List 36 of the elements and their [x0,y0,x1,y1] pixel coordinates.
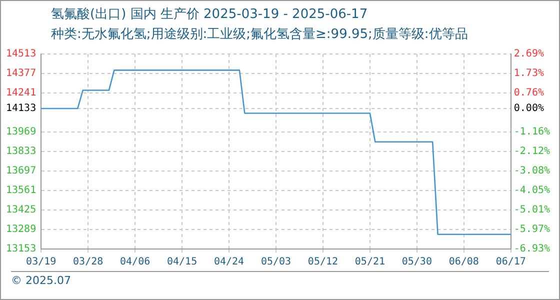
y2-tick-label: -5.97% [514,224,550,236]
y-tick-label: 13833 [6,146,36,158]
x-tick-label: 05/03 [260,256,292,268]
y2-tick-label: 2.69% [514,48,544,60]
y2-tick-label: -1.16% [514,126,550,138]
y2-tick-label: 1.73% [514,68,544,80]
y-tick-label: 14241 [6,88,36,99]
y2-tick-label: 0.76% [514,88,544,99]
x-tick-label: 04/06 [120,256,150,268]
y-tick-label: 13289 [6,224,36,236]
chart-subtitle: 种类:无水氟化氢;用途级别:工业级;氟化氢含量≥:99.95;质量等级:优等品 [50,26,469,43]
x-tick-label: 03/19 [26,256,56,268]
x-tick-label: 06/17 [496,256,526,268]
y2-tick-label: -6.93% [514,244,550,255]
x-tick-label: 05/21 [354,256,385,268]
y2-tick-label: -3.08% [514,166,550,177]
y-tick-label: 13153 [6,244,36,255]
y-tick-label: 14133 [6,103,36,114]
y2-tick-label: -5.01% [514,204,550,216]
x-tick-label: 05/12 [308,256,338,268]
chart-title: 氢氟酸(出口) 国内 生产价 2025-03-19 - 2025-06-17 [50,6,369,23]
y-tick-label: 14377 [6,68,36,80]
x-tick-label: 06/08 [448,256,479,268]
y-tick-label: 14513 [6,48,36,60]
y-tick-label: 13425 [6,204,36,216]
y2-tick-label: -2.12% [514,146,550,158]
x-tick-label: 03/28 [73,256,104,268]
y-tick-label: 13561 [6,185,36,196]
y-tick-label: 13697 [6,166,36,177]
x-tick-label: 05/30 [402,256,432,268]
x-tick-label: 04/24 [214,256,244,268]
text: © 2025.07 [11,274,71,287]
y-tick-label: 13969 [6,126,36,138]
y2-tick-label: 0.00% [514,103,544,114]
x-tick-label: 04/15 [166,256,198,268]
y2-tick-label: -4.05% [514,185,550,196]
